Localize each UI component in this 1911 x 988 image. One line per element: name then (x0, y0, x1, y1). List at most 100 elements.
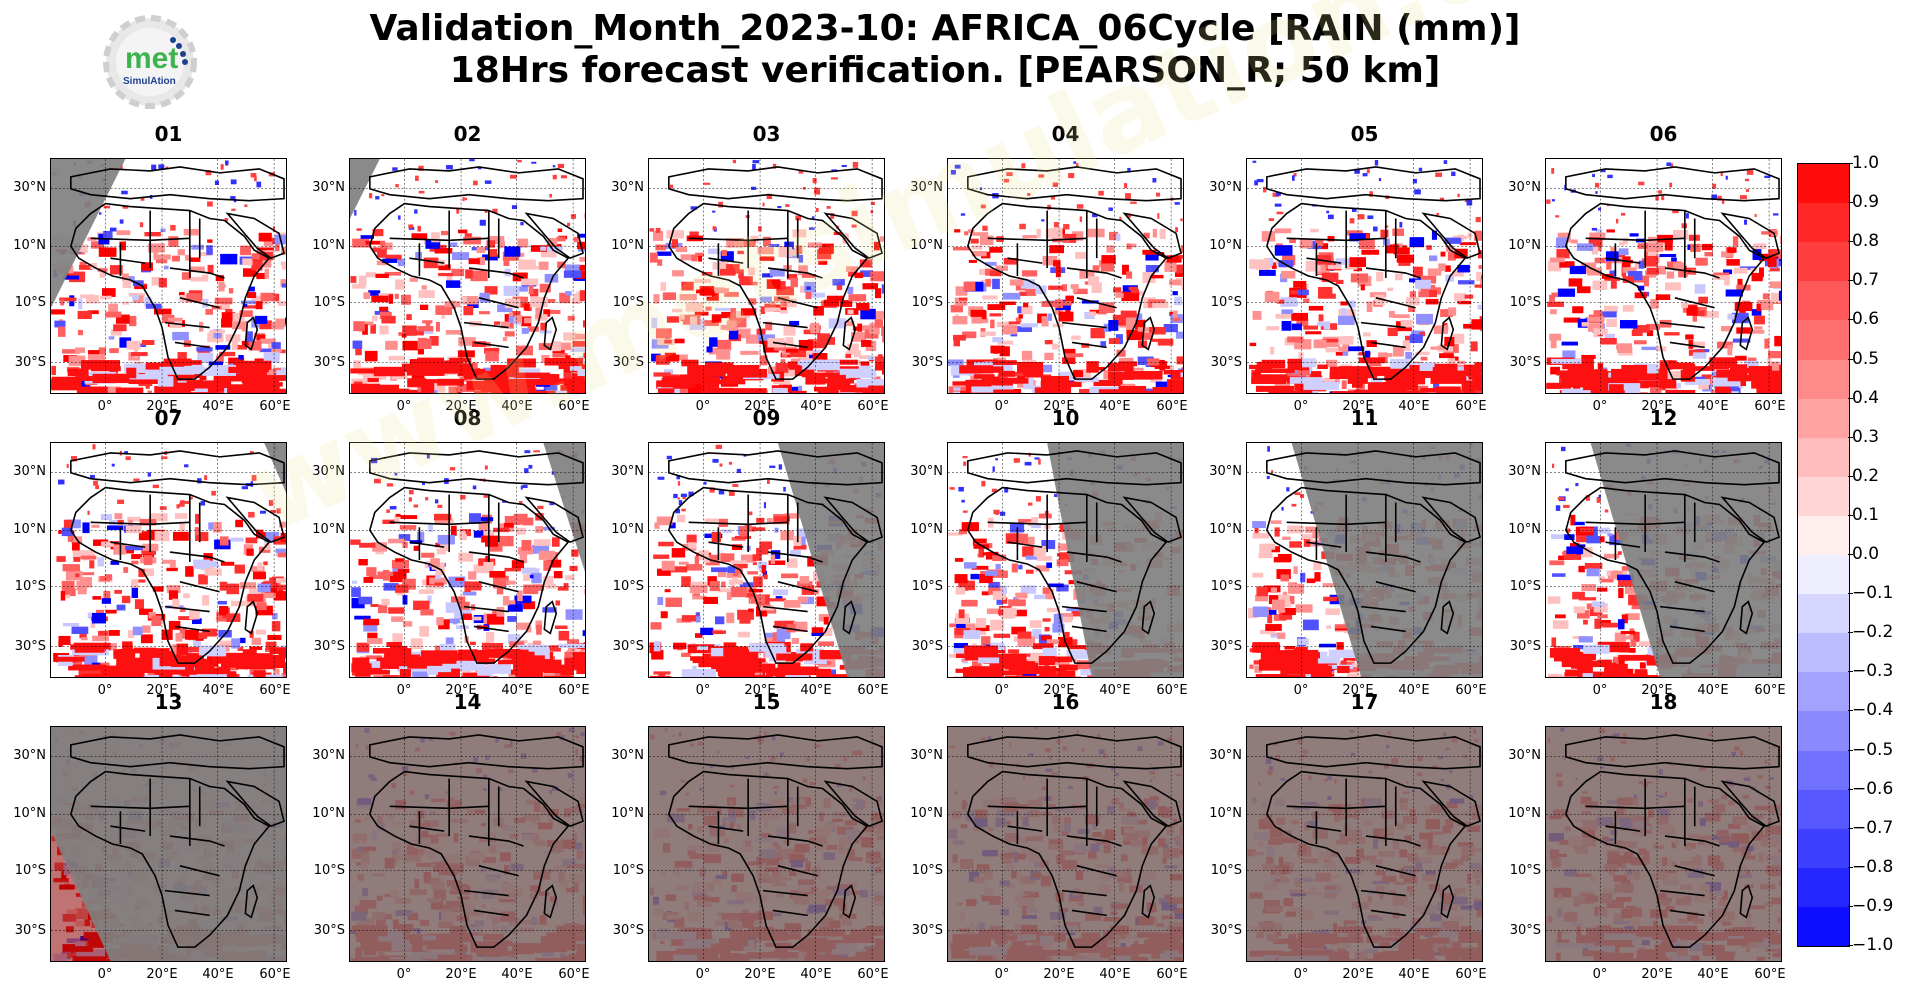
y-tick-label: 10°N (611, 238, 644, 253)
y-tick-label: 30°S (612, 923, 644, 938)
x-tick-label: 40°E (1099, 683, 1131, 698)
y-tick-label: 10°S (911, 863, 943, 878)
country-borders (1564, 734, 1780, 948)
map-plot (349, 442, 586, 678)
colorbar-tick-label: −0.2 (1847, 622, 1894, 643)
x-tick-label: 20°E (744, 399, 776, 414)
x-tick-label: 60°E (259, 683, 291, 698)
colorbar-segment (1798, 867, 1849, 908)
y-tick-label: 10°S (1509, 863, 1541, 878)
panel-title: 05 (1350, 122, 1379, 146)
y-tick-label: 30°S (1210, 355, 1242, 370)
colorbar-tick-label: 0.1 (1847, 504, 1880, 525)
map-plot (1545, 442, 1782, 678)
y-tick-label: 30°N (13, 180, 46, 195)
colorbar-segment (1798, 281, 1849, 321)
x-tick-label: 20°E (744, 967, 776, 982)
colorbar-tick-label: 0.0 (1847, 544, 1880, 564)
colorbar-segment (1798, 515, 1849, 556)
x-tick-label: 20°E (146, 683, 178, 698)
x-tick-label: 40°E (501, 967, 533, 982)
map-plot (1246, 442, 1483, 678)
x-tick-label: 0° (994, 399, 1010, 414)
y-tick-label: 30°N (910, 748, 943, 763)
colorbar-tick-label: 0.5 (1847, 348, 1880, 369)
y-tick-label: 10°S (313, 863, 345, 878)
colorbar-tick-label: −0.3 (1847, 661, 1894, 682)
x-tick-label: 60°E (857, 967, 889, 982)
x-tick-label: 20°E (1641, 683, 1673, 698)
colorbar-segment (1798, 789, 1849, 830)
title-line-1: Validation_Month_2023-10: AFRICA_06Cycle… (369, 8, 1521, 49)
y-tick-label: 30°S (1509, 639, 1541, 654)
y-tick-label: 10°N (13, 522, 46, 537)
x-tick-label: 20°E (445, 683, 477, 698)
x-tick-label: 40°E (1099, 967, 1131, 982)
y-tick-label: 30°S (14, 639, 46, 654)
x-tick-label: 40°E (800, 399, 832, 414)
x-tick-label: 20°E (1043, 967, 1075, 982)
y-tick-label: 10°N (910, 238, 943, 253)
x-tick-label: 20°E (1043, 399, 1075, 414)
country-borders (69, 450, 285, 664)
x-tick-label: 0° (396, 399, 412, 414)
map-plot (349, 726, 586, 962)
colorbar-tick-label: 0.9 (1847, 192, 1880, 213)
map-plot (1246, 726, 1483, 962)
x-tick-label: 40°E (1398, 399, 1430, 414)
y-tick-label: 30°S (14, 923, 46, 938)
y-tick-label: 30°N (312, 748, 345, 763)
country-borders (368, 734, 584, 948)
y-tick-label: 30°S (313, 639, 345, 654)
x-tick-label: 0° (695, 967, 711, 982)
x-tick-label: 20°E (146, 967, 178, 982)
x-tick-label: 60°E (1754, 683, 1786, 698)
y-tick-label: 10°S (313, 295, 345, 310)
colorbar-segment (1798, 828, 1849, 869)
map-plot (50, 158, 287, 394)
x-tick-label: 40°E (1398, 967, 1430, 982)
country-borders (667, 450, 883, 664)
x-tick-label: 40°E (800, 683, 832, 698)
x-tick-label: 60°E (558, 399, 590, 414)
map-plot (947, 442, 1184, 678)
x-tick-label: 20°E (744, 683, 776, 698)
colorbar-tick-label: 0.4 (1847, 387, 1880, 408)
x-tick-label: 40°E (202, 683, 234, 698)
x-tick-label: 0° (994, 967, 1010, 982)
colorbar-segment (1798, 359, 1849, 400)
panel-title: 18 (1649, 690, 1678, 714)
panel-title: 11 (1350, 406, 1379, 430)
map-plot (50, 726, 287, 962)
map-plot (1545, 726, 1782, 962)
colorbar-segment (1798, 750, 1849, 791)
panel-title: 03 (752, 122, 781, 146)
country-borders (966, 166, 1182, 380)
y-tick-label: 10°N (1508, 522, 1541, 537)
title-line-2: 18Hrs forecast verification. [PEARSON_R;… (449, 50, 1441, 91)
y-tick-label: 10°S (1509, 579, 1541, 594)
x-tick-label: 0° (695, 683, 711, 698)
colorbar-segment (1798, 633, 1849, 673)
y-tick-label: 10°S (612, 295, 644, 310)
y-tick-label: 30°S (911, 355, 943, 370)
x-tick-label: 20°E (1641, 399, 1673, 414)
y-tick-label: 10°S (313, 579, 345, 594)
y-tick-label: 30°N (611, 748, 644, 763)
x-tick-label: 0° (1592, 967, 1608, 982)
x-tick-label: 20°E (445, 399, 477, 414)
map-plot (349, 158, 586, 394)
y-tick-label: 30°N (910, 464, 943, 479)
x-tick-label: 0° (1293, 967, 1309, 982)
x-tick-label: 0° (396, 683, 412, 698)
colorbar-segment (1798, 164, 1849, 204)
y-tick-label: 30°S (313, 923, 345, 938)
colorbar-tick-label: −0.6 (1847, 778, 1894, 799)
colorbar-segment (1798, 906, 1849, 947)
country-borders (69, 166, 285, 380)
panel-title: 13 (154, 690, 183, 714)
colorbar-tick-label: 0.7 (1847, 270, 1880, 291)
correlation-field (53, 444, 286, 677)
y-tick-label: 30°N (13, 464, 46, 479)
panel-title: 06 (1649, 122, 1678, 146)
